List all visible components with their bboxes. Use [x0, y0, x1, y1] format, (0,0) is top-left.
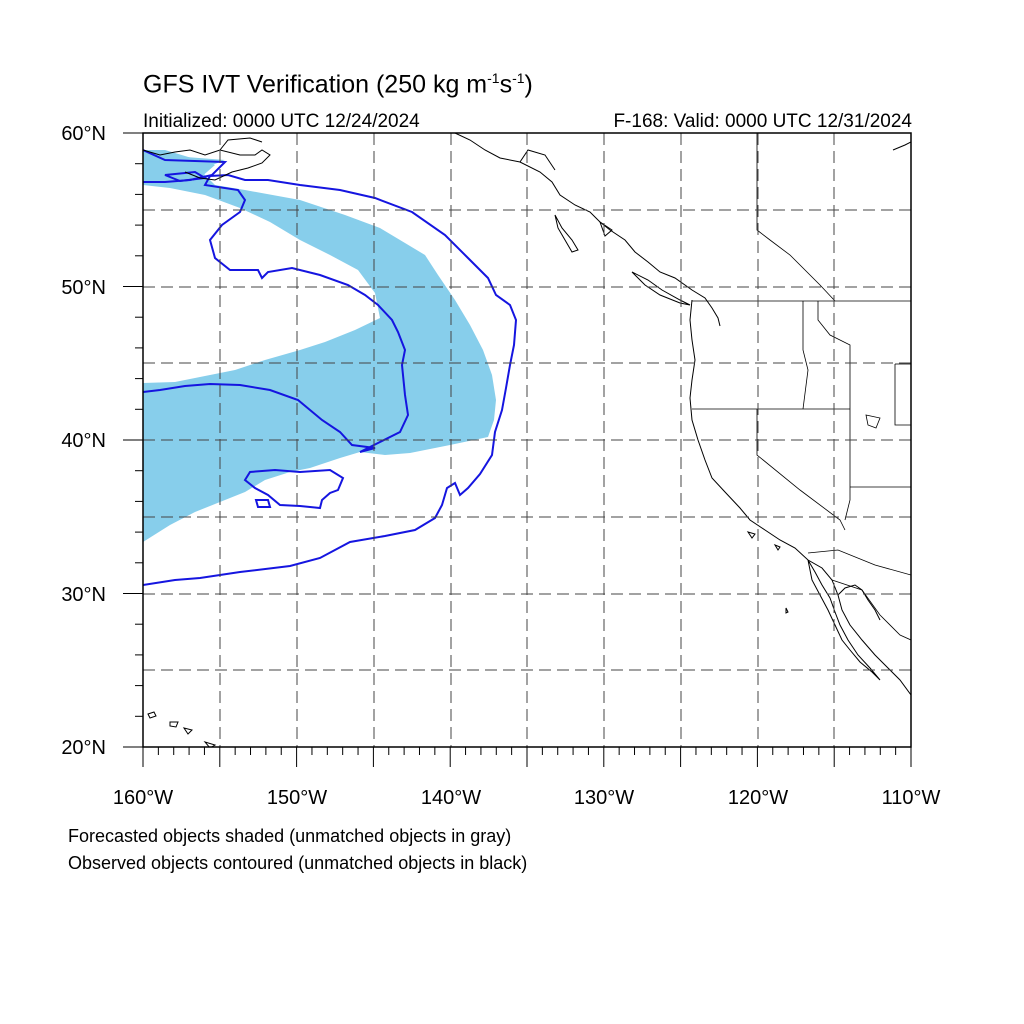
- lon-label-140w: 140°W: [420, 787, 482, 809]
- legend-note-forecast: Forecasted objects shaded (unmatched obj…: [68, 826, 512, 846]
- lat-label-40: 40°N: [61, 430, 106, 452]
- lon-label-120w: 120°W: [727, 787, 789, 809]
- lon-label-130w: 130°W: [573, 787, 635, 809]
- title-sup-1: -1: [487, 70, 500, 86]
- title-main: GFS IVT Verification (250 kg m: [143, 70, 488, 99]
- observed-object-contour-2: [243, 468, 345, 510]
- forecast-object-shade: [143, 150, 496, 542]
- initialized-time: Initialized: 0000 UTC 12/24/2024: [143, 111, 420, 132]
- observed-object-contour-3: [254, 499, 272, 508]
- lat-label-60: 60°N: [61, 123, 106, 145]
- axis-ticks: [123, 132, 912, 767]
- legend-note-observed: Observed objects contoured (unmatched ob…: [68, 853, 528, 873]
- graticule: [143, 133, 911, 747]
- title-end: ): [524, 70, 533, 99]
- lat-label-30: 30°N: [61, 584, 106, 606]
- lat-label-20: 20°N: [61, 737, 106, 759]
- observed-object-contour-4: [143, 149, 228, 183]
- political-borders: [692, 133, 911, 641]
- lon-label-150w: 150°W: [266, 787, 328, 809]
- title-sup-2: -1: [512, 70, 525, 86]
- lon-label-160w: 160°W: [112, 787, 174, 809]
- title-mid: s: [499, 70, 513, 99]
- lon-label-110w: 110°W: [881, 787, 941, 809]
- map-title: GFS IVT Verification (250 kg m-1s-1): [143, 70, 533, 99]
- valid-time: F-168: Valid: 0000 UTC 12/31/2024: [613, 111, 912, 132]
- observed-object-contour-1: [143, 173, 518, 586]
- observed-object-contour-5: [164, 170, 209, 183]
- lat-label-50: 50°N: [61, 277, 106, 299]
